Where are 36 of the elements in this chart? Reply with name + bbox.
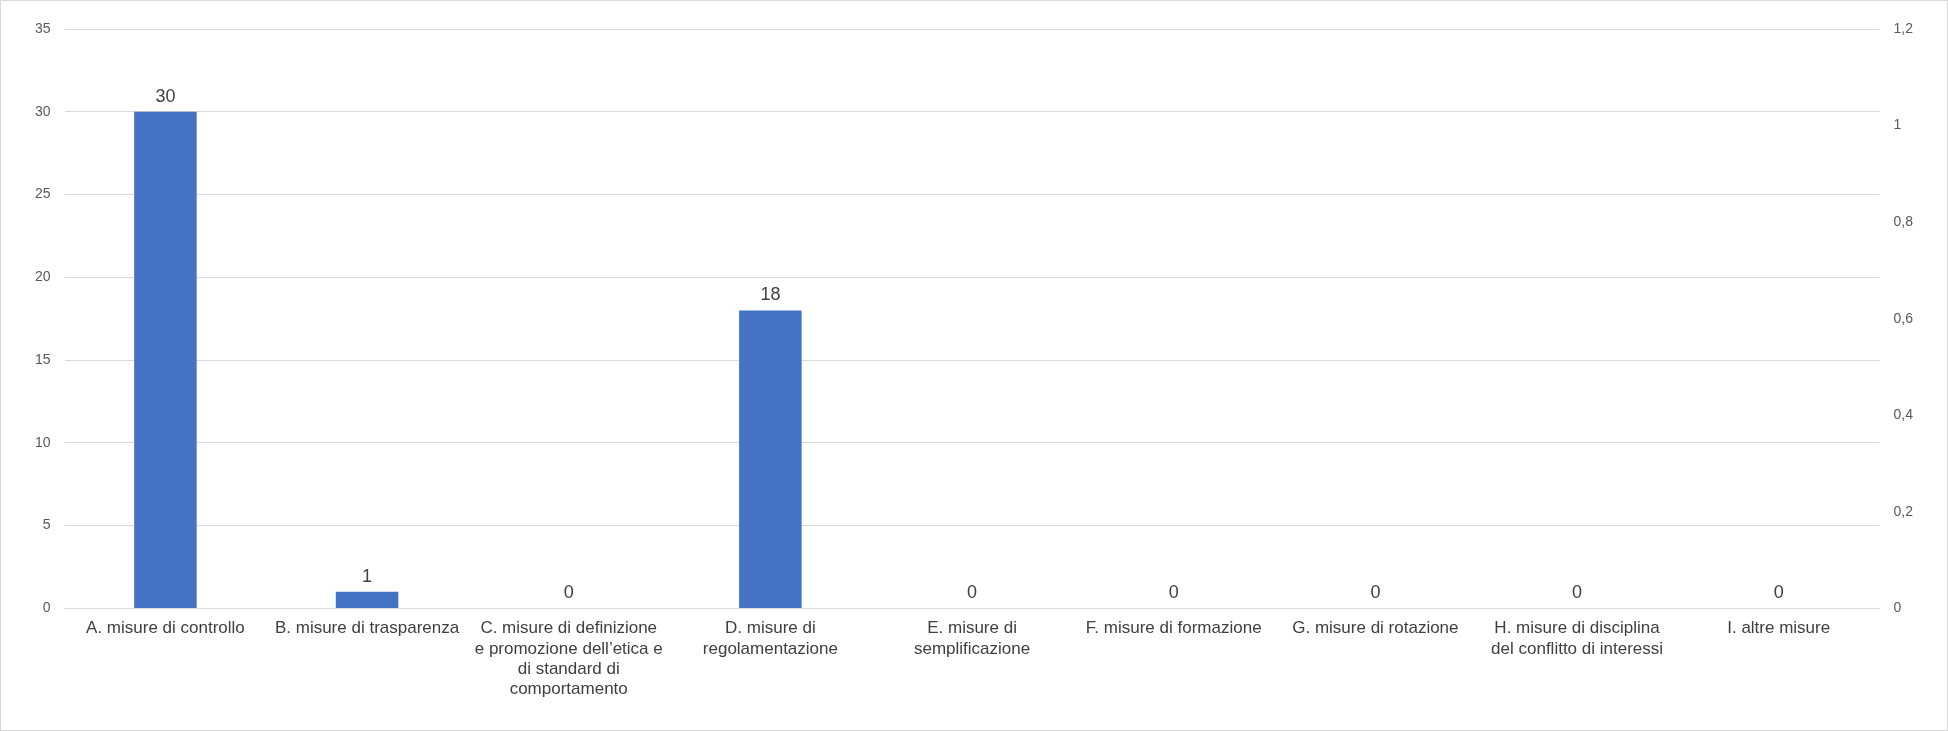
data-label: 0 bbox=[967, 582, 978, 603]
data-label: 1 bbox=[362, 565, 373, 586]
x-tick-label: H. misure di disciplina del conflitto di interessi bbox=[1491, 618, 1664, 658]
x-tick-label: G. misure di rotazione bbox=[1292, 618, 1459, 638]
bar bbox=[739, 310, 802, 608]
y2-tick-label: 0 bbox=[1893, 599, 1902, 616]
data-label: 0 bbox=[1370, 582, 1381, 603]
data-label: 0 bbox=[1773, 582, 1784, 603]
x-tick-label: C. misure di definizione e promozione dell’etica e di standard di comportamento bbox=[474, 618, 663, 699]
x-tick-label: D. misure di regolamentazione bbox=[702, 618, 838, 658]
y2-tick-label: 0,2 bbox=[1893, 502, 1914, 519]
y2-tick-label: 1 bbox=[1893, 116, 1902, 133]
x-tick-label: F. misure di formazione bbox=[1085, 618, 1262, 638]
data-label: 0 bbox=[1572, 582, 1583, 603]
data-label: 0 bbox=[1168, 582, 1179, 603]
y-tick-label: 35 bbox=[34, 19, 51, 36]
bar bbox=[134, 111, 197, 608]
data-label: 18 bbox=[760, 284, 781, 305]
y-tick-label: 25 bbox=[34, 185, 51, 202]
y2-tick-label: 1,2 bbox=[1893, 19, 1914, 36]
x-tick-label: E. misure di semplificazione bbox=[913, 618, 1031, 658]
y-tick-label: 5 bbox=[42, 516, 51, 533]
x-tick-label: B. misure di trasparenza bbox=[274, 618, 460, 638]
y-tick-label: 15 bbox=[34, 350, 51, 367]
y2-tick-label: 0,4 bbox=[1893, 406, 1914, 423]
y-tick-label: 0 bbox=[42, 599, 51, 616]
y-tick-label: 30 bbox=[34, 102, 51, 119]
y2-tick-label: 0,8 bbox=[1893, 212, 1914, 229]
bar bbox=[335, 591, 399, 608]
y-tick-label: 10 bbox=[34, 433, 51, 450]
y2-tick-label: 0,6 bbox=[1893, 309, 1914, 326]
y-tick-label: 20 bbox=[34, 268, 51, 285]
data-label: 0 bbox=[563, 582, 574, 603]
data-label: 30 bbox=[155, 85, 176, 106]
x-tick-label: I. altre misure bbox=[1727, 618, 1831, 638]
x-tick-label: A. misure di controllo bbox=[86, 618, 245, 638]
